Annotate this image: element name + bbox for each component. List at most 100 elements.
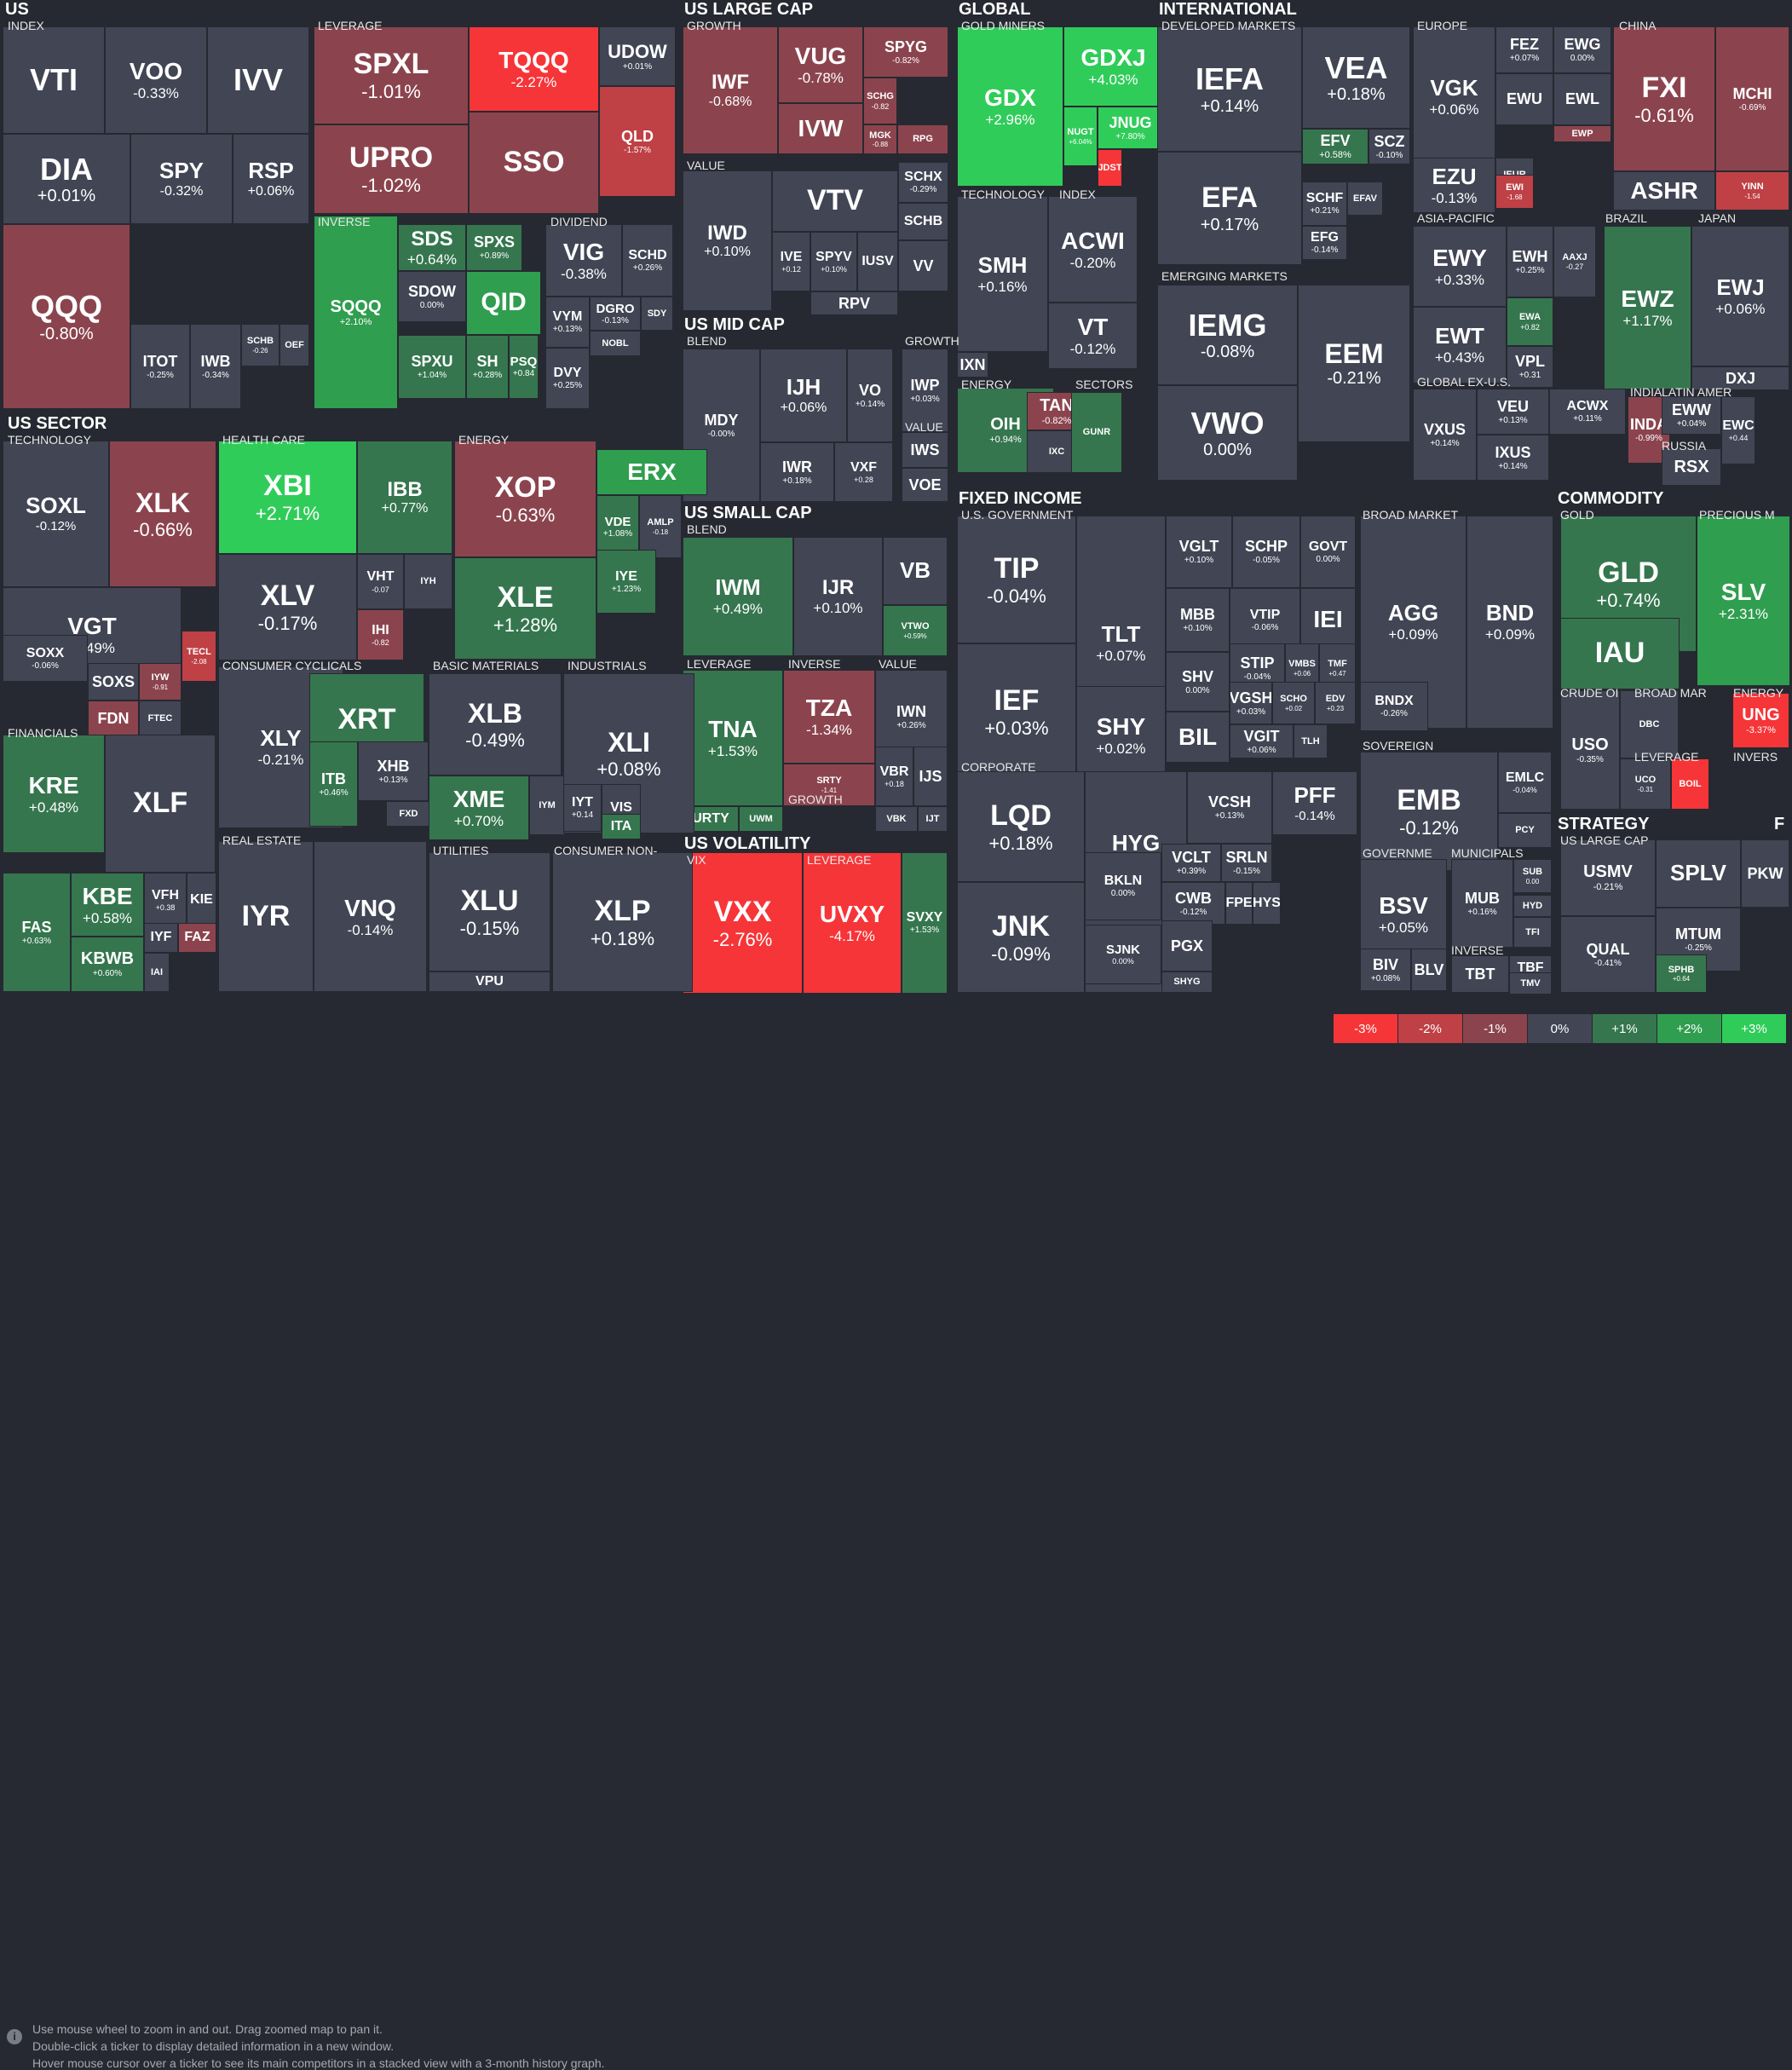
ticker-tile[interactable]: RSP +0.06% (233, 134, 309, 224)
ticker-tile[interactable]: JDST (1098, 149, 1122, 187)
ticker-tile[interactable]: SVXY +1.53% (902, 852, 948, 994)
ticker-tile[interactable]: ERX (596, 449, 707, 495)
ticker-tile[interactable]: IYE +1.23% (596, 550, 656, 614)
ticker-tile[interactable]: QID (466, 271, 541, 335)
ticker-tile[interactable]: IUSV (857, 232, 898, 291)
ticker-tile[interactable]: AAXJ -0.27 (1553, 226, 1596, 297)
ticker-tile[interactable]: DBC (1620, 690, 1679, 758)
ticker-tile[interactable]: EMLC -0.04% (1498, 752, 1552, 813)
ticker-tile[interactable]: SRLN -0.15% (1221, 844, 1272, 882)
ticker-tile[interactable]: SOXS (88, 663, 139, 701)
ticker-tile[interactable]: IYM (529, 776, 565, 835)
ticker-tile[interactable]: OEF (279, 324, 309, 366)
ticker-tile[interactable]: SRTY -1.41 (783, 764, 875, 806)
ticker-tile[interactable]: SDY (641, 297, 673, 331)
ticker-tile[interactable]: XLP +0.18% (552, 852, 693, 992)
ticker-tile[interactable]: SCZ -0.10% (1368, 129, 1410, 164)
ticker-tile[interactable]: MCHI -0.69% (1715, 26, 1789, 171)
ticker-tile[interactable]: EEM -0.21% (1298, 285, 1410, 442)
ticker-tile[interactable]: EFAV (1347, 182, 1383, 216)
ticker-tile[interactable]: IXN (957, 352, 988, 378)
ticker-tile[interactable]: EFV +0.58% (1302, 129, 1368, 164)
ticker-tile[interactable]: SPYV +0.10% (810, 232, 857, 291)
ticker-tile[interactable]: XLK -0.66% (109, 441, 216, 587)
ticker-tile[interactable]: SPYG -0.82% (863, 26, 948, 78)
ticker-tile[interactable]: SMH +0.16% (957, 196, 1048, 352)
ticker-tile[interactable]: EWA +0.82 (1507, 297, 1553, 346)
ticker-tile[interactable]: VBK (875, 806, 918, 832)
ticker-tile[interactable]: SCHB (898, 203, 948, 240)
ticker-tile[interactable]: VFH +0.38 (144, 873, 187, 927)
ticker-tile[interactable]: SOXL -0.12% (3, 441, 109, 587)
ticker-tile[interactable]: VB (883, 537, 948, 605)
ticker-tile[interactable]: IVW (778, 103, 863, 154)
ticker-tile[interactable]: IEMG -0.08% (1157, 285, 1298, 385)
ticker-tile[interactable]: TZA -1.34% (783, 670, 875, 764)
ticker-tile[interactable]: EWU (1495, 73, 1553, 125)
ticker-tile[interactable]: VUG -0.78% (778, 26, 863, 103)
ticker-tile[interactable]: SCHP -0.05% (1232, 516, 1300, 588)
ticker-tile[interactable]: SHY +0.02% (1076, 686, 1166, 784)
ticker-tile[interactable]: VXX -2.76% (683, 852, 803, 994)
ticker-tile[interactable]: FXD (386, 801, 431, 827)
ticker-tile[interactable]: IJT (918, 806, 948, 832)
ticker-tile[interactable]: SDS +0.64% (398, 224, 466, 271)
ticker-tile[interactable]: BLV (1411, 949, 1447, 991)
ticker-tile[interactable]: GDXJ +4.03% (1063, 26, 1163, 107)
ticker-tile[interactable]: VPL +0.31 (1507, 346, 1553, 388)
ticker-tile[interactable]: EFA +0.17% (1157, 152, 1302, 265)
ticker-tile[interactable]: VWO 0.00% (1157, 385, 1298, 481)
ticker-tile[interactable]: VPU (429, 972, 550, 992)
ticker-tile[interactable]: IWD +0.10% (683, 170, 772, 311)
ticker-tile[interactable]: VBR +0.18 (875, 747, 913, 806)
ticker-tile[interactable]: VO +0.14% (847, 349, 893, 442)
ticker-tile[interactable]: TQQQ -2.27% (469, 26, 599, 112)
ticker-tile[interactable]: MUB +0.16% (1451, 859, 1513, 948)
ticker-tile[interactable]: NOBL (590, 331, 641, 356)
ticker-tile[interactable]: DVY +0.25% (545, 348, 590, 409)
ticker-tile[interactable]: IJR +0.10% (793, 537, 883, 656)
ticker-tile[interactable]: QLD -1.57% (599, 86, 676, 197)
ticker-tile[interactable]: VYM +0.13% (545, 297, 590, 348)
ticker-tile[interactable]: ASHR (1613, 171, 1715, 210)
ticker-tile[interactable]: VTIP -0.06% (1230, 588, 1300, 652)
ticker-tile[interactable]: EFG -0.14% (1302, 226, 1347, 260)
ticker-tile[interactable]: EWJ +0.06% (1691, 226, 1789, 366)
ticker-tile[interactable]: IXUS +0.14% (1477, 435, 1549, 481)
ticker-tile[interactable]: CWB -0.12% (1161, 882, 1225, 925)
ticker-tile[interactable]: VXUS +0.14% (1413, 389, 1477, 481)
ticker-tile[interactable]: BND +0.09% (1466, 516, 1553, 729)
ticker-tile[interactable]: IYH (404, 554, 452, 609)
ticker-tile[interactable]: EWC +0.44 (1721, 396, 1755, 464)
ticker-tile[interactable]: EWI -1.68 (1495, 175, 1534, 209)
ticker-tile[interactable]: SJNK 0.00% (1085, 925, 1161, 984)
ticker-tile[interactable]: SHV 0.00% (1166, 652, 1230, 712)
ticker-tile[interactable]: SH +0.28% (466, 335, 509, 399)
ticker-tile[interactable]: IAI (144, 953, 170, 992)
ticker-tile[interactable]: IHI -0.82 (357, 609, 404, 660)
ticker-tile[interactable]: FEZ +0.07% (1495, 26, 1553, 73)
ticker-tile[interactable]: VIG -0.38% (545, 224, 622, 297)
ticker-tile[interactable]: IWF -0.68% (683, 26, 778, 154)
ticker-tile[interactable]: UVXY -4.17% (803, 852, 902, 994)
ticker-tile[interactable]: VCLT +0.39% (1161, 844, 1221, 882)
ticker-tile[interactable]: IWR +0.18% (760, 442, 834, 502)
ticker-tile[interactable]: HYS (1253, 882, 1281, 925)
ticker-tile[interactable]: SPLV (1656, 839, 1741, 908)
ticker-tile[interactable]: BIL (1166, 712, 1230, 763)
ticker-tile[interactable]: IBB +0.77% (357, 441, 452, 554)
ticker-tile[interactable]: RPG (897, 124, 948, 154)
ticker-tile[interactable]: SCHB -0.26 (241, 324, 279, 366)
ticker-tile[interactable]: SCHG -0.82 (863, 78, 897, 124)
ticker-tile[interactable]: UWM (739, 806, 783, 832)
ticker-tile[interactable]: FDN (88, 701, 139, 737)
ticker-tile[interactable]: JNUG +7.80% (1098, 107, 1163, 149)
ticker-tile[interactable]: IWP +0.03% (902, 349, 948, 432)
ticker-tile[interactable]: VGK +0.06% (1413, 26, 1495, 167)
ticker-tile[interactable]: SPHB +0.64 (1656, 954, 1707, 993)
ticker-tile[interactable]: LQD +0.18% (957, 771, 1085, 882)
ticker-tile[interactable]: SLV +2.31% (1697, 516, 1790, 686)
ticker-tile[interactable]: VGSH +0.03% (1230, 682, 1272, 724)
ticker-tile[interactable]: VTWO +0.59% (883, 605, 948, 656)
ticker-tile[interactable]: SDOW 0.00% (398, 271, 466, 322)
